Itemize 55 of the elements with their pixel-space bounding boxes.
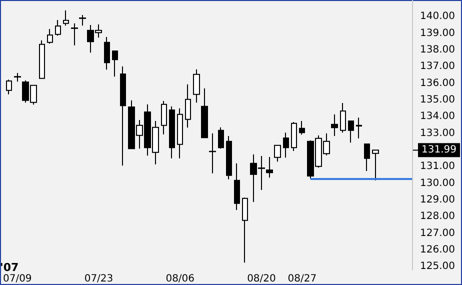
y-tick-label: 128.00 — [420, 211, 455, 222]
y-tick-label: 133.00 — [420, 128, 455, 139]
x-tick-label: 07/23 — [84, 274, 114, 284]
candlestick — [177, 108, 183, 159]
y-tick-label: 130.00 — [420, 178, 455, 189]
candlestick — [266, 156, 273, 178]
y-tick-label: 135.00 — [420, 94, 455, 106]
candlestick — [331, 114, 338, 136]
candlestick — [6, 79, 12, 95]
y-tick-label: 138.00 — [420, 44, 455, 56]
candlestick — [291, 122, 297, 152]
candlestick — [104, 36, 110, 70]
candlestick — [71, 22, 78, 46]
y-tick-label: 140.00 — [420, 11, 455, 22]
candlestick — [340, 102, 346, 134]
y-tick-label: 137.00 — [420, 61, 455, 72]
candlestick — [63, 10, 69, 26]
y-tick-label: 127.00 — [420, 228, 455, 239]
candlestick — [169, 106, 175, 159]
candlestick — [79, 14, 86, 26]
y-tick-label: 126.00 — [420, 244, 455, 256]
candlestick — [201, 88, 208, 138]
candlestick — [356, 117, 362, 139]
x-tick-label: 07/09 — [2, 274, 32, 284]
candlestick — [242, 197, 248, 264]
candlestick — [120, 66, 126, 166]
candlestick — [364, 144, 370, 172]
candlestick — [185, 84, 191, 128]
candlestick — [161, 100, 167, 135]
candlestick — [348, 120, 354, 144]
candlestick — [39, 40, 45, 79]
candlestick — [274, 144, 281, 162]
candlestick — [112, 50, 118, 78]
y-tick-label: 125.00 — [420, 261, 455, 272]
y-tick-label: 139.00 — [420, 28, 455, 39]
x-tick-label: 08/27 — [288, 274, 317, 284]
candlestick — [372, 150, 379, 181]
annotation: '07 — [0, 261, 19, 274]
text: 131.99 — [422, 144, 456, 156]
y-tick-label: 136.00 — [420, 78, 455, 89]
x-tick-label: 08/20 — [247, 274, 276, 284]
candlestick — [55, 20, 61, 36]
y-tick-label: 131.00 — [420, 161, 455, 172]
candlestick — [299, 120, 305, 136]
x-tick-label: 08/06 — [166, 274, 195, 284]
candlestick — [47, 28, 53, 44]
candlestick — [193, 68, 200, 104]
candlestick — [283, 132, 289, 158]
candlestick — [226, 136, 232, 180]
candlestick — [234, 162, 240, 210]
candlestick — [209, 132, 216, 174]
candlestick — [14, 72, 21, 82]
y-tick-label: 129.00 — [420, 194, 455, 206]
candlestick — [218, 126, 224, 150]
y-tick-label: 134.00 — [420, 111, 455, 122]
